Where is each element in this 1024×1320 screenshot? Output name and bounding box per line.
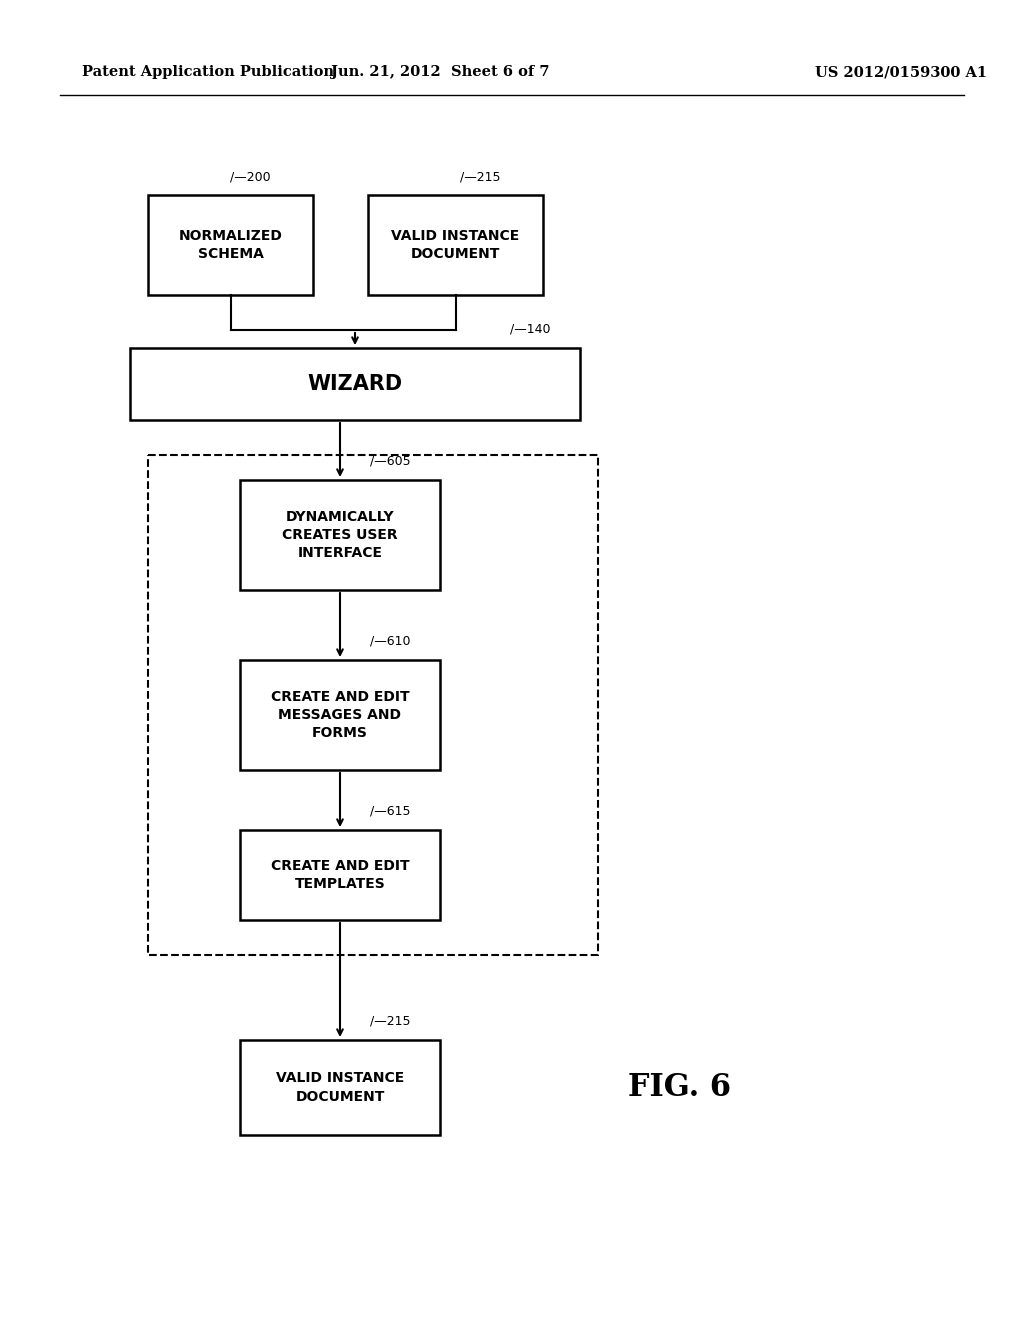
Text: CREATE AND EDIT
TEMPLATES: CREATE AND EDIT TEMPLATES	[270, 859, 410, 891]
Bar	[148, 455, 598, 954]
Text: CREATE AND EDIT
MESSAGES AND
FORMS: CREATE AND EDIT MESSAGES AND FORMS	[270, 689, 410, 741]
Text: US 2012/0159300 A1: US 2012/0159300 A1	[815, 65, 987, 79]
Bar	[240, 1040, 440, 1135]
Text: Jun. 21, 2012  Sheet 6 of 7: Jun. 21, 2012 Sheet 6 of 7	[331, 65, 550, 79]
Text: FIG. 6: FIG. 6	[629, 1072, 731, 1104]
Text: /—610: /—610	[370, 635, 411, 648]
Text: /—215: /—215	[460, 170, 501, 183]
Bar	[368, 195, 543, 294]
Text: /—605: /—605	[370, 455, 411, 469]
Bar	[240, 660, 440, 770]
Text: /—215: /—215	[370, 1015, 411, 1028]
Text: Patent Application Publication: Patent Application Publication	[82, 65, 334, 79]
Bar	[130, 348, 580, 420]
Text: VALID INSTANCE
DOCUMENT: VALID INSTANCE DOCUMENT	[391, 228, 519, 261]
Text: NORMALIZED
SCHEMA: NORMALIZED SCHEMA	[178, 228, 283, 261]
Bar	[240, 480, 440, 590]
Text: /—140: /—140	[510, 323, 551, 337]
Text: /—200: /—200	[230, 170, 270, 183]
Bar	[148, 195, 313, 294]
Text: WIZARD: WIZARD	[307, 374, 402, 393]
Text: VALID INSTANCE
DOCUMENT: VALID INSTANCE DOCUMENT	[275, 1072, 404, 1104]
Text: /—615: /—615	[370, 805, 411, 818]
Text: DYNAMICALLY
CREATES USER
INTERFACE: DYNAMICALLY CREATES USER INTERFACE	[283, 510, 397, 561]
Bar	[240, 830, 440, 920]
